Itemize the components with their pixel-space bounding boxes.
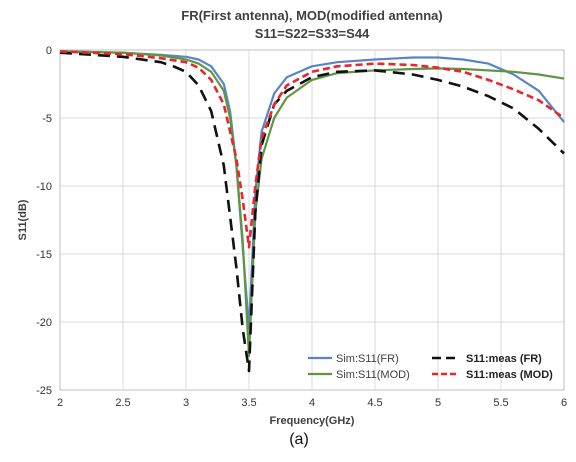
- figure-caption: (a): [289, 431, 309, 448]
- legend: Sim:S11(FR) S11:meas (FR) Sim:S11(MOD) S11:…: [308, 353, 553, 381]
- x-tick-label: 6: [561, 397, 567, 409]
- grid-lines: [60, 50, 564, 390]
- x-tick-label: 2.5: [115, 397, 130, 409]
- x-tick-label: 4.5: [367, 397, 382, 409]
- y-tick-label: -20: [36, 317, 52, 329]
- x-tick-label: 4: [309, 397, 315, 409]
- x-tick-label: 5.5: [493, 397, 508, 409]
- series-line-4: [59, 50, 565, 249]
- legend-label: Sim:S11(MOD): [336, 369, 410, 381]
- chart-title: FR(First antenna), MOD(modified antenna): [181, 8, 442, 23]
- x-tick-label: 3.5: [241, 397, 256, 409]
- series-line-1: [59, 50, 565, 330]
- x-tick-label: 3: [183, 397, 189, 409]
- x-axis-label: Frequency(GHz): [270, 415, 355, 427]
- x-tick-label: 5: [435, 397, 441, 409]
- y-tick-label: -10: [36, 181, 52, 193]
- legend-label: S11:meas (FR): [466, 353, 542, 365]
- chart-subtitle: S11=S22=S33=S44: [255, 26, 370, 41]
- y-axis-label: S11(dB): [17, 199, 29, 240]
- y-tick-label: 0: [46, 45, 52, 57]
- series-lines: [59, 50, 565, 373]
- x-tick-label: 2: [57, 397, 63, 409]
- tick-labels: 2 2.5 3 3.5 4 4.5 5 5.5 6 0 -5 -10 -15 -20 -25: [36, 45, 567, 409]
- y-tick-label: -5: [42, 113, 52, 125]
- legend-label: S11:meas (MOD): [466, 369, 553, 381]
- y-tick-label: -15: [36, 249, 52, 261]
- legend-label: Sim:S11(FR): [336, 353, 399, 365]
- y-tick-label: -25: [36, 385, 52, 397]
